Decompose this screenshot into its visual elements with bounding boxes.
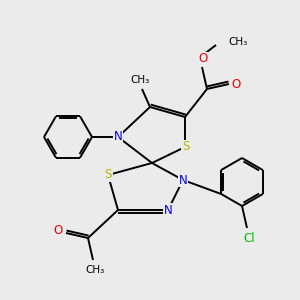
Text: N: N — [114, 130, 122, 143]
Text: CH₃: CH₃ — [130, 75, 150, 85]
Text: O: O — [53, 224, 63, 238]
Text: S: S — [104, 169, 112, 182]
Text: O: O — [198, 52, 208, 65]
Text: Cl: Cl — [243, 232, 255, 244]
Text: CH₃: CH₃ — [228, 37, 247, 47]
Text: N: N — [164, 203, 172, 217]
Text: S: S — [182, 140, 190, 154]
Text: CH₃: CH₃ — [85, 265, 105, 275]
Text: O: O — [231, 77, 241, 91]
Text: N: N — [178, 173, 188, 187]
